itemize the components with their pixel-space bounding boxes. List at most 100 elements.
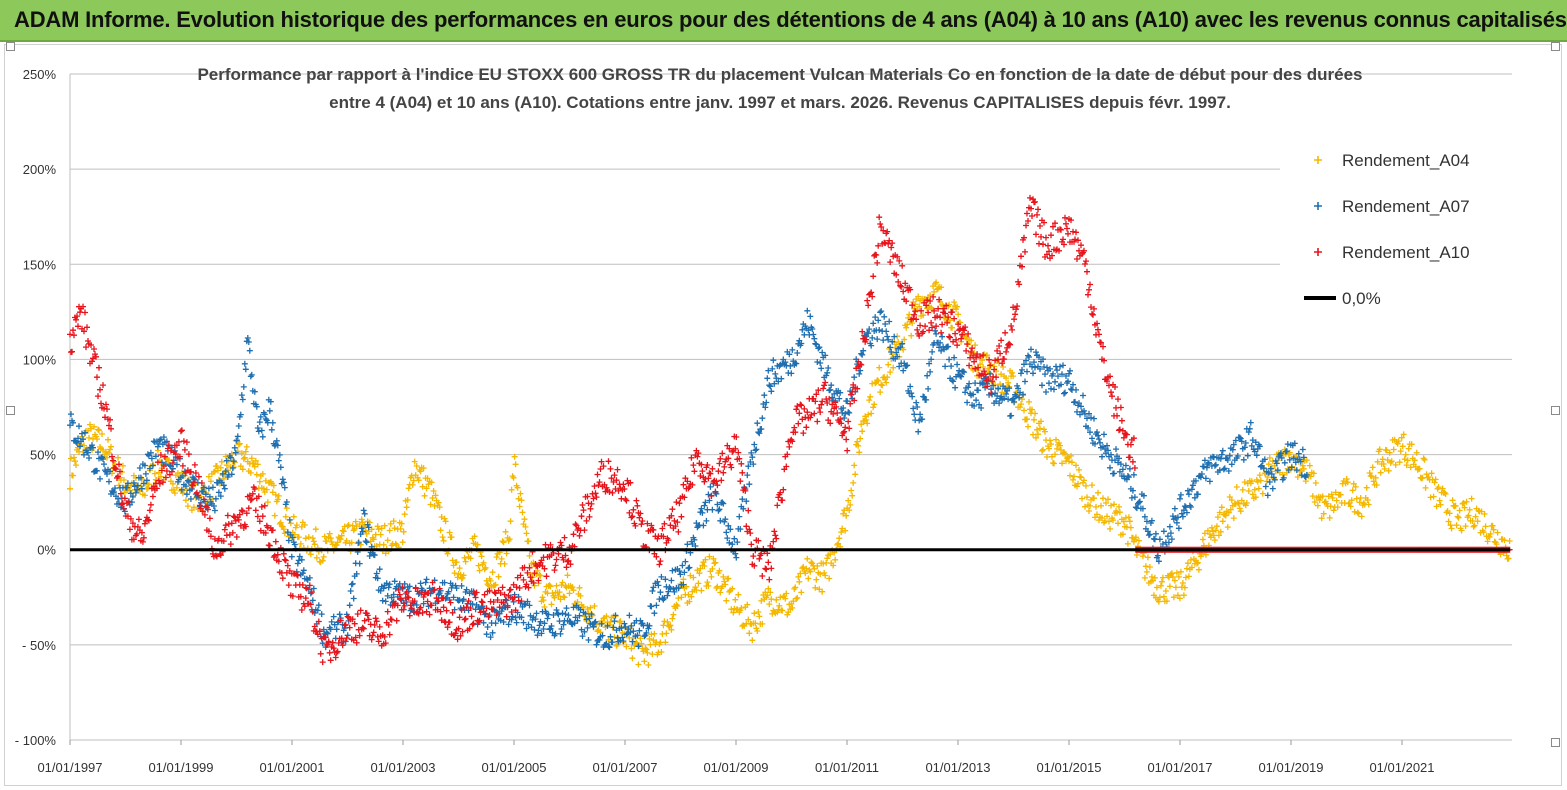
data-point xyxy=(779,497,786,504)
data-point xyxy=(676,500,683,507)
data-point xyxy=(1333,497,1340,504)
data-point xyxy=(222,522,229,529)
data-point xyxy=(484,624,491,630)
data-point xyxy=(819,349,826,356)
data-point xyxy=(950,378,957,385)
resize-handle-left[interactable] xyxy=(6,406,15,415)
data-point xyxy=(743,523,750,530)
data-point xyxy=(366,553,373,559)
data-point xyxy=(169,480,176,487)
data-point xyxy=(736,513,743,520)
data-point xyxy=(827,551,834,558)
y-tick-label: - 100% xyxy=(15,733,57,748)
data-point xyxy=(272,491,279,498)
data-point xyxy=(484,581,491,588)
resize-handle-bottom-right[interactable] xyxy=(1551,738,1560,747)
data-point xyxy=(398,520,405,527)
data-point xyxy=(870,273,877,280)
data-point xyxy=(1435,484,1442,491)
data-point xyxy=(320,553,327,560)
data-point xyxy=(350,595,357,602)
data-point xyxy=(1187,556,1194,563)
data-point xyxy=(1067,367,1073,374)
data-point xyxy=(228,471,235,478)
data-point xyxy=(133,486,140,493)
data-point xyxy=(1470,523,1477,530)
data-point xyxy=(1363,484,1370,491)
x-tick-label: 01/01/2003 xyxy=(370,760,435,775)
data-point xyxy=(1213,523,1220,530)
data-point xyxy=(361,617,368,624)
data-point xyxy=(792,584,799,591)
data-point xyxy=(614,466,621,473)
data-point xyxy=(522,523,529,530)
x-tick-label: 01/01/1999 xyxy=(148,760,213,775)
data-point xyxy=(1018,401,1024,408)
data-point xyxy=(1215,532,1222,539)
data-point xyxy=(487,577,494,584)
data-point xyxy=(1037,223,1043,229)
data-point xyxy=(1132,534,1139,541)
resize-handle-top-right[interactable] xyxy=(1551,42,1560,51)
data-point xyxy=(813,576,820,583)
data-point xyxy=(744,601,751,608)
data-point xyxy=(492,581,499,588)
y-tick-label: - 50% xyxy=(22,638,56,653)
data-point xyxy=(68,411,74,418)
data-point xyxy=(680,481,687,488)
data-point xyxy=(1194,559,1201,566)
data-point xyxy=(437,527,444,534)
data-point xyxy=(224,512,231,519)
data-point xyxy=(241,454,248,461)
data-point xyxy=(1243,500,1250,506)
data-point xyxy=(642,645,649,652)
data-point xyxy=(362,527,369,534)
data-point xyxy=(723,529,730,536)
data-point xyxy=(855,442,862,449)
data-point xyxy=(772,370,779,377)
data-point xyxy=(1045,242,1051,249)
data-point xyxy=(1083,482,1089,489)
data-point xyxy=(927,368,934,375)
data-point xyxy=(559,610,566,617)
data-point xyxy=(1081,477,1087,484)
data-point xyxy=(70,327,76,334)
data-point xyxy=(210,503,217,509)
data-point xyxy=(1087,281,1093,288)
data-point xyxy=(796,578,803,585)
data-point xyxy=(234,433,241,440)
x-tick-label: 01/01/2013 xyxy=(925,760,990,775)
data-point xyxy=(444,550,451,557)
data-point xyxy=(340,528,347,535)
data-point xyxy=(1319,493,1326,500)
resize-handle-top-left[interactable] xyxy=(6,42,15,51)
data-point xyxy=(1153,584,1160,591)
data-point xyxy=(104,406,110,413)
data-point xyxy=(254,425,261,431)
data-point xyxy=(1211,462,1218,469)
data-point xyxy=(842,527,849,534)
data-point xyxy=(850,479,857,486)
data-point xyxy=(520,576,527,583)
data-point xyxy=(929,348,936,355)
data-point xyxy=(1052,378,1058,385)
data-point xyxy=(1108,389,1114,396)
data-point xyxy=(1189,482,1196,489)
data-point xyxy=(1142,563,1149,570)
data-point xyxy=(778,375,785,382)
data-point xyxy=(1350,480,1357,487)
data-point xyxy=(1487,530,1494,537)
data-point xyxy=(702,556,709,563)
data-point xyxy=(1022,248,1028,255)
data-point xyxy=(1042,428,1048,435)
data-point xyxy=(1109,393,1115,400)
data-point xyxy=(185,451,192,458)
data-point xyxy=(426,611,433,618)
data-point xyxy=(1009,369,1016,376)
data-point xyxy=(248,455,255,462)
data-point xyxy=(506,536,513,543)
data-point xyxy=(319,659,326,666)
data-point xyxy=(874,259,881,266)
data-point xyxy=(1366,470,1373,476)
resize-handle-right[interactable] xyxy=(1551,406,1560,415)
